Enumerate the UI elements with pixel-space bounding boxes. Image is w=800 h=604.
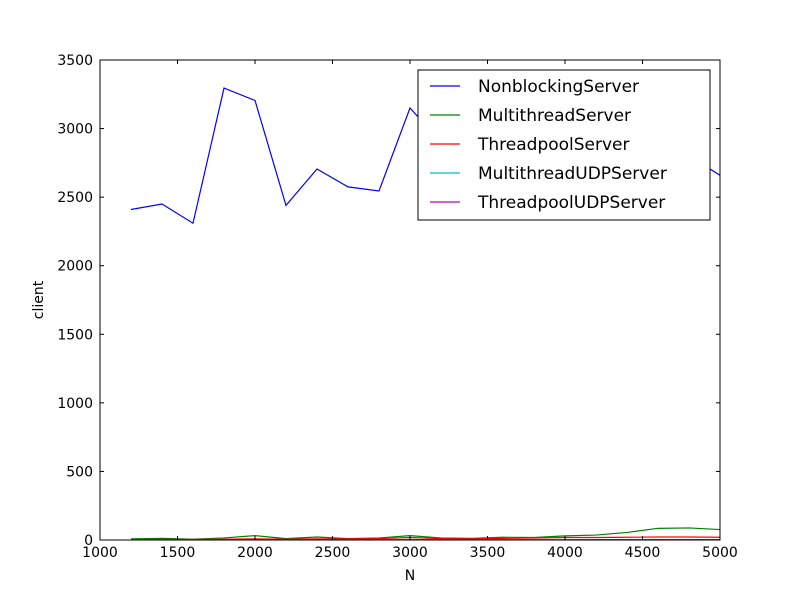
legend-label: MultithreadUDPServer bbox=[478, 164, 667, 184]
x-tick-label: 2500 bbox=[315, 545, 351, 561]
y-tick-label: 0 bbox=[84, 533, 93, 549]
legend-label: ThreadpoolServer bbox=[477, 135, 630, 155]
x-tick-label: 3500 bbox=[470, 545, 506, 561]
y-tick-label: 3000 bbox=[57, 122, 93, 138]
x-tick-label: 1500 bbox=[160, 545, 196, 561]
x-tick-label: 4500 bbox=[625, 545, 661, 561]
y-axis-label: client bbox=[31, 280, 47, 319]
x-tick-label: 2000 bbox=[237, 545, 273, 561]
y-tick-label: 1500 bbox=[57, 327, 93, 343]
legend-label: MultithreadServer bbox=[478, 106, 631, 126]
legend: NonblockingServer MultithreadServer Thread… bbox=[418, 70, 710, 220]
y-tick-label: 2500 bbox=[57, 190, 93, 206]
y-tick-label: 2000 bbox=[57, 259, 93, 275]
x-tick-label: 4000 bbox=[547, 545, 583, 561]
x-axis-label: N bbox=[405, 568, 415, 584]
y-tick-label: 1000 bbox=[57, 396, 93, 412]
x-tick-label: 3000 bbox=[392, 545, 428, 561]
x-tick-label: 5000 bbox=[702, 545, 738, 561]
legend-label: ThreadpoolUDPServer bbox=[477, 193, 665, 213]
legend-label: NonblockingServer bbox=[478, 77, 639, 97]
y-tick-label: 3500 bbox=[57, 53, 93, 69]
y-tick-label: 500 bbox=[66, 464, 93, 480]
